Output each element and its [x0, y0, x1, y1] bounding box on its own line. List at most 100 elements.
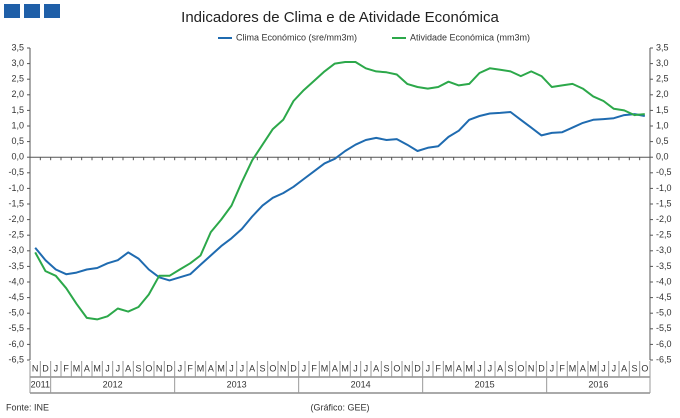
x-tick-label: S: [383, 363, 389, 373]
x-tick-label: M: [465, 363, 473, 373]
y2-tick-label: -2,0: [656, 214, 672, 224]
x-tick-label: N: [404, 363, 411, 373]
x-tick-label: A: [580, 363, 586, 373]
y-tick-label: 0,5: [11, 136, 24, 146]
y-tick-label: -3,0: [8, 245, 24, 255]
y-tick-label: 1,5: [11, 105, 24, 115]
x-tick-label: A: [373, 363, 379, 373]
y-tick-label: 2,0: [11, 89, 24, 99]
x-tick-label: D: [290, 363, 297, 373]
y2-tick-label: 2,5: [656, 74, 669, 84]
y-tick-label: -5,0: [8, 308, 24, 318]
x-tick-label: J: [601, 363, 606, 373]
y2-tick-label: -4,5: [656, 292, 672, 302]
y-tick-label: 3,5: [11, 42, 24, 52]
x-tick-label: J: [54, 363, 59, 373]
y2-tick-label: 0,5: [656, 136, 669, 146]
x-tick-label: J: [302, 363, 307, 373]
y2-tick-label: -5,0: [656, 308, 672, 318]
series-line: [34, 61, 645, 321]
group-label: 2016: [588, 379, 608, 389]
group-label: 2013: [227, 379, 247, 389]
y-tick-label: 3,0: [11, 58, 24, 68]
y-tick-label: -0,5: [8, 167, 24, 177]
x-tick-label: J: [488, 363, 493, 373]
x-tick-label: M: [197, 363, 205, 373]
logo-block: [4, 4, 20, 18]
x-tick-label: F: [311, 363, 317, 373]
y-tick-label: -1,5: [8, 198, 24, 208]
x-tick-label: D: [538, 363, 545, 373]
x-tick-label: F: [435, 363, 441, 373]
y-tick-label: -1,0: [8, 183, 24, 193]
y2-tick-label: 3,5: [656, 42, 669, 52]
y2-tick-label: -2,5: [656, 230, 672, 240]
x-tick-label: O: [145, 363, 152, 373]
x-tick-label: D: [166, 363, 173, 373]
legend-label: Atividade Económica (mm3m): [410, 32, 530, 42]
x-tick-label: M: [341, 363, 349, 373]
x-tick-label: M: [569, 363, 577, 373]
x-tick-label: O: [269, 363, 276, 373]
y-tick-label: -2,5: [8, 230, 24, 240]
x-tick-label: J: [477, 363, 482, 373]
x-tick-label: A: [249, 363, 255, 373]
x-tick-label: D: [414, 363, 421, 373]
x-tick-label: O: [393, 363, 400, 373]
x-tick-label: F: [63, 363, 69, 373]
group-label: 2012: [103, 379, 123, 389]
x-tick-label: J: [550, 363, 555, 373]
y2-tick-label: -3,0: [656, 245, 672, 255]
x-tick-label: S: [259, 363, 265, 373]
y-tick-label: -4,5: [8, 292, 24, 302]
x-tick-label: J: [229, 363, 234, 373]
group-label: 2014: [351, 379, 371, 389]
x-tick-label: A: [621, 363, 627, 373]
y2-tick-label: -4,0: [656, 276, 672, 286]
x-tick-label: A: [84, 363, 90, 373]
x-tick-label: S: [631, 363, 637, 373]
x-tick-label: S: [135, 363, 141, 373]
legend-label: Clima Económico (sre/mm3m): [236, 32, 357, 42]
chart-title: Indicadores de Clima e de Atividade Econ…: [181, 9, 499, 26]
y2-tick-label: 0,0: [656, 152, 669, 162]
x-tick-label: O: [641, 363, 648, 373]
x-tick-label: J: [116, 363, 121, 373]
x-tick-label: A: [332, 363, 338, 373]
x-tick-label: J: [353, 363, 358, 373]
x-tick-label: S: [507, 363, 513, 373]
x-tick-label: A: [456, 363, 462, 373]
y2-tick-label: 1,0: [656, 120, 669, 130]
x-tick-label: A: [497, 363, 503, 373]
y2-tick-label: -1,0: [656, 183, 672, 193]
x-tick-label: M: [217, 363, 225, 373]
x-tick-label: M: [321, 363, 329, 373]
y-tick-label: -6,5: [8, 354, 24, 364]
group-label: 2015: [475, 379, 495, 389]
y2-tick-label: -6,0: [656, 339, 672, 349]
y-tick-label: -6,0: [8, 339, 24, 349]
x-tick-label: J: [105, 363, 110, 373]
y2-tick-label: 1,5: [656, 105, 669, 115]
logo-block: [24, 4, 40, 18]
x-tick-label: D: [42, 363, 49, 373]
y2-tick-label: 2,0: [656, 89, 669, 99]
credit: (Gráfico: GEE): [310, 402, 369, 412]
x-tick-label: N: [156, 363, 163, 373]
x-tick-label: A: [208, 363, 214, 373]
y-tick-label: -2,0: [8, 214, 24, 224]
x-tick-label: J: [612, 363, 617, 373]
x-tick-label: M: [445, 363, 453, 373]
x-tick-label: J: [178, 363, 183, 373]
y2-tick-label: -5,5: [656, 323, 672, 333]
y2-tick-label: -0,5: [656, 167, 672, 177]
x-tick-label: J: [426, 363, 431, 373]
y-tick-label: -3,5: [8, 261, 24, 271]
x-tick-label: M: [589, 363, 597, 373]
x-tick-label: M: [73, 363, 81, 373]
y-tick-label: 1,0: [11, 120, 24, 130]
y2-tick-label: -6,5: [656, 354, 672, 364]
y-tick-label: 2,5: [11, 74, 24, 84]
y2-tick-label: -1,5: [656, 198, 672, 208]
